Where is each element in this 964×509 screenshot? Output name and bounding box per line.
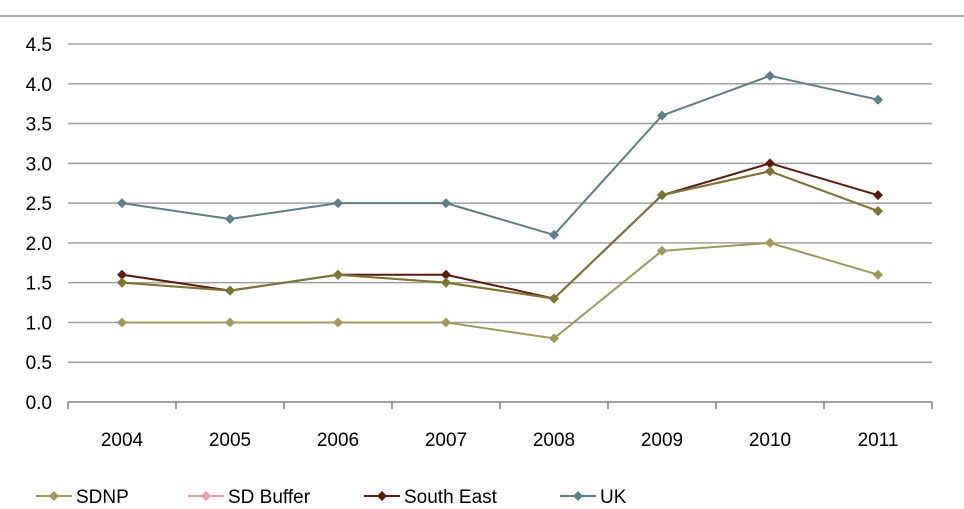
data-point xyxy=(117,317,127,328)
legend: SDNP SD Buffer South East UK xyxy=(36,487,627,508)
y-tick-label: 0.0 xyxy=(26,393,52,414)
y-tick-label: 3.0 xyxy=(26,154,52,175)
legend-item-sd-buffer: SD Buffer xyxy=(188,487,311,508)
series-line xyxy=(121,170,879,300)
data-point xyxy=(765,237,775,248)
series-line xyxy=(121,162,879,300)
y-tick-label: 1.5 xyxy=(26,274,52,295)
series-line xyxy=(122,241,879,340)
legend-label: SD Buffer xyxy=(228,487,311,508)
x-tick-label: 2004 xyxy=(101,430,144,451)
series-line xyxy=(121,74,879,236)
y-tick-label: 4.0 xyxy=(26,75,52,96)
data-point xyxy=(117,198,127,209)
series-sdnp xyxy=(117,237,883,344)
data-point xyxy=(441,277,451,288)
data-point xyxy=(441,317,451,328)
x-tick-label: 2010 xyxy=(749,430,791,451)
data-point xyxy=(657,110,667,121)
data-point xyxy=(333,198,343,209)
y-tick-label: 4.5 xyxy=(26,35,52,56)
data-point xyxy=(549,293,559,304)
y-tick-label: 0.5 xyxy=(26,353,52,374)
x-tick-label: 2006 xyxy=(317,430,359,451)
legend-swatch-marker xyxy=(377,491,387,501)
data-point xyxy=(657,245,667,256)
legend-swatch-marker xyxy=(201,491,211,501)
data-point xyxy=(549,333,559,344)
x-tick-label: 2007 xyxy=(425,430,467,451)
legend-swatch-marker xyxy=(49,491,59,501)
data-point xyxy=(873,269,883,280)
legend-item-south-east: South East xyxy=(364,487,498,508)
y-tick-label: 3.5 xyxy=(26,115,52,136)
y-tick-label: 2.5 xyxy=(26,194,52,215)
data-point xyxy=(333,317,343,328)
data-point xyxy=(765,158,775,169)
data-point xyxy=(873,206,883,217)
y-tick-label: 2.0 xyxy=(26,234,52,255)
series-lines xyxy=(117,70,883,344)
legend-label: UK xyxy=(600,487,627,508)
data-point xyxy=(765,166,775,177)
legend-item-uk: UK xyxy=(560,487,627,508)
data-point xyxy=(117,269,127,280)
x-axis: 2004 2005 2006 2007 2008 2009 2010 2011 xyxy=(67,401,933,451)
data-point xyxy=(225,214,235,225)
data-point xyxy=(441,198,451,209)
data-point xyxy=(225,285,235,296)
y-axis-labels: 0.0 0.5 1.0 1.5 2.0 2.5 3.0 3.5 4.0 4.5 xyxy=(26,35,52,414)
legend-label: SDNP xyxy=(76,487,129,508)
data-point xyxy=(333,269,343,280)
data-point xyxy=(441,269,451,280)
legend-swatch-marker xyxy=(573,491,583,501)
data-point xyxy=(657,190,667,201)
data-point xyxy=(225,317,235,328)
series-sd-buffer-overlay xyxy=(117,166,883,304)
legend-item-sdnp: SDNP xyxy=(36,487,129,508)
data-point xyxy=(765,70,775,81)
series-uk xyxy=(117,70,883,240)
x-tick-label: 2008 xyxy=(533,430,575,451)
data-point xyxy=(873,94,883,105)
data-point xyxy=(873,190,883,201)
x-tick-label: 2005 xyxy=(209,430,251,451)
data-point xyxy=(549,229,559,240)
x-tick-label: 2011 xyxy=(858,430,899,451)
gridlines xyxy=(68,43,932,363)
series-south-east xyxy=(117,158,883,304)
x-tick-label: 2009 xyxy=(641,430,683,451)
y-tick-label: 1.0 xyxy=(26,313,52,334)
data-point xyxy=(117,277,127,288)
legend-label: South East xyxy=(404,487,498,508)
series-line xyxy=(121,170,879,300)
